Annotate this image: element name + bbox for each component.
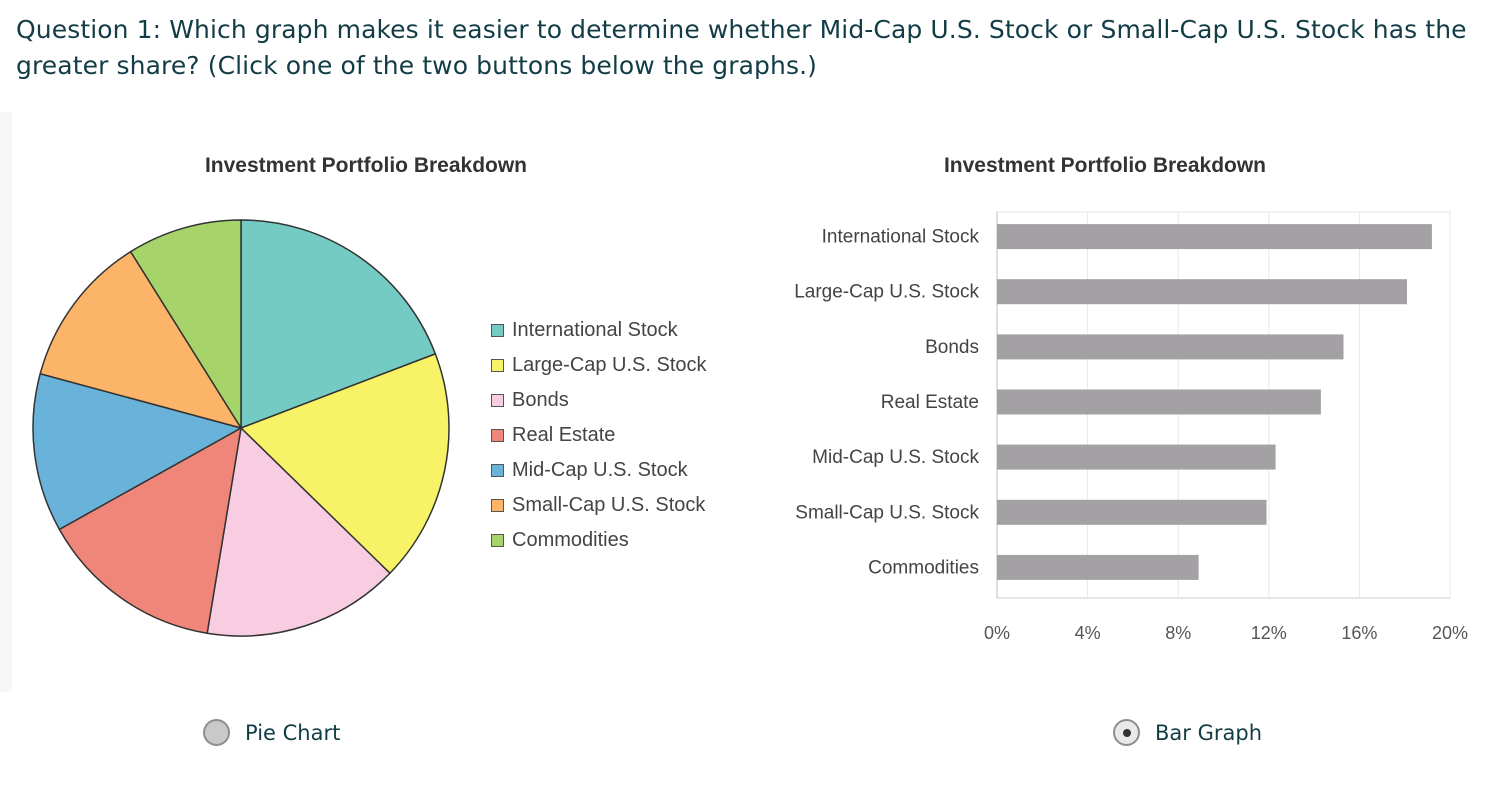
y-category-label: Large-Cap U.S. Stock	[794, 282, 979, 303]
pie-chart-option-label: Pie Chart	[245, 720, 341, 745]
legend-swatch	[491, 359, 504, 372]
pie-slice	[129, 219, 242, 431]
bar	[997, 224, 1432, 250]
bar-graph-option-label: Bar Graph	[1155, 720, 1262, 745]
legend-swatch	[491, 324, 504, 337]
legend-swatch	[491, 499, 504, 512]
x-tick-label: 0%	[984, 623, 1010, 643]
legend-label: Mid-Cap U.S. Stock	[512, 459, 688, 481]
pie-chart	[32, 219, 450, 637]
legend-label: International Stock	[512, 319, 678, 341]
pie-legend: International Stock Large-Cap U.S. Stock B…	[491, 313, 707, 558]
legend-swatch	[491, 464, 504, 477]
bar-graph-option[interactable]: Bar Graph	[1113, 719, 1262, 746]
legend-label: Bonds	[512, 389, 569, 411]
bar	[997, 554, 1199, 580]
bar-graph-radio[interactable]	[1113, 719, 1140, 746]
y-category-label: Bonds	[925, 337, 979, 358]
question-text: Question 1: Which graph makes it easier …	[16, 15, 1467, 80]
bar	[997, 279, 1407, 305]
x-tick-label: 4%	[1075, 623, 1101, 643]
x-tick-label: 20%	[1432, 623, 1468, 643]
legend-label: Large-Cap U.S. Stock	[512, 354, 707, 376]
legend-item: Bonds	[491, 383, 707, 418]
pie-slice	[206, 426, 391, 637]
y-category-label: Real Estate	[881, 392, 979, 413]
pie-slice	[39, 250, 243, 430]
radio-selected-dot	[1122, 728, 1131, 737]
x-tick-label: 8%	[1165, 623, 1191, 643]
pie-slice	[32, 372, 243, 531]
pie-slice	[239, 352, 450, 575]
legend-swatch	[491, 429, 504, 442]
y-category-label: Commodities	[868, 557, 979, 578]
legend-item: Small-Cap U.S. Stock	[491, 488, 707, 523]
legend-label: Commodities	[512, 529, 629, 551]
legend-swatch	[491, 394, 504, 407]
legend-item: International Stock	[491, 313, 707, 348]
pie-chart-title: Investment Portfolio Breakdown	[204, 154, 528, 177]
pie-chart-option[interactable]: Pie Chart	[203, 719, 340, 746]
legend-item: Mid-Cap U.S. Stock	[491, 453, 707, 488]
legend-item: Commodities	[491, 523, 707, 558]
legend-item: Large-Cap U.S. Stock	[491, 348, 707, 383]
legend-swatch	[491, 534, 504, 547]
bar	[997, 334, 1344, 360]
legend-item: Real Estate	[491, 418, 707, 453]
legend-label: Real Estate	[512, 424, 616, 446]
bar	[997, 444, 1276, 470]
legend-label: Small-Cap U.S. Stock	[512, 494, 706, 516]
bar-chart-title: Investment Portfolio Breakdown	[943, 154, 1267, 177]
pie-slice	[58, 426, 242, 635]
bar	[997, 499, 1267, 525]
bar-chart: 0% 4% 8% 12% 16% 20% International Stock Large-…	[794, 211, 1468, 643]
x-tick-label: 12%	[1251, 623, 1287, 643]
pie-slice	[240, 219, 437, 430]
y-category-label: Mid-Cap U.S. Stock	[812, 447, 979, 468]
left-panel-shade	[0, 112, 12, 692]
y-category-label: International Stock	[822, 227, 980, 248]
pie-chart-radio[interactable]	[203, 719, 230, 746]
y-category-label: Small-Cap U.S. Stock	[795, 502, 979, 523]
x-tick-label: 16%	[1341, 623, 1377, 643]
bar	[997, 389, 1321, 415]
